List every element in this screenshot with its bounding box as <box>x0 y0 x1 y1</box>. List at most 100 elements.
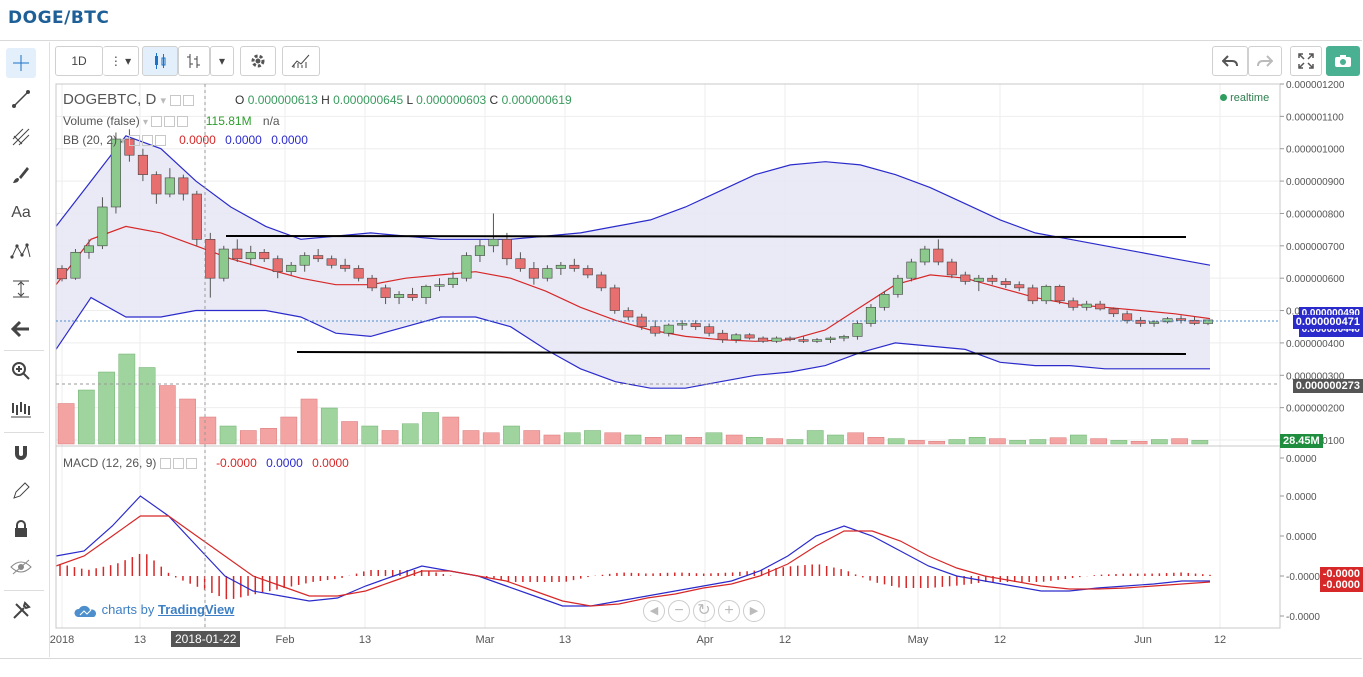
more-vert-icon[interactable]: ⋮ ▾ <box>103 46 139 76</box>
bb-legend: BB (20, 2) ▾ 0.0000 0.0000 0.0000 <box>63 133 308 147</box>
bb-lower-line <box>55 296 1210 389</box>
volume-badge: 28.45M <box>1280 434 1323 448</box>
eye-hide-icon[interactable] <box>6 552 36 582</box>
drawing-sidebar: Aa <box>0 42 50 657</box>
volume-bar <box>1009 440 1026 445</box>
bars-icon[interactable] <box>178 46 210 76</box>
brush-icon[interactable] <box>6 160 36 190</box>
last-price-badge: 0.000000471 <box>1292 315 1363 329</box>
price-tick-label: 0.000001200 <box>1286 80 1345 91</box>
candle-body <box>758 337 769 342</box>
candle-body <box>97 206 108 247</box>
indicators-icon[interactable] <box>282 46 320 76</box>
candle-body <box>137 154 148 175</box>
bb-value-2: 0.0000 <box>225 133 262 147</box>
zoom-icon[interactable] <box>6 356 36 386</box>
x-tick-label: 12 <box>779 634 791 646</box>
bars-zoom-icon[interactable] <box>6 394 36 424</box>
volume-bar <box>118 353 136 445</box>
settings-icon[interactable] <box>183 94 195 106</box>
interval-button[interactable]: 1D <box>55 46 103 76</box>
x-tick-label: Apr <box>696 634 713 646</box>
scroll-right-icon[interactable]: ▶ <box>743 600 765 622</box>
support-line[interactable] <box>296 351 1187 355</box>
candle-body <box>650 326 661 334</box>
symbol-label: DOGEBTC, D <box>63 91 157 108</box>
candle-body <box>569 264 580 269</box>
camera-icon[interactable] <box>1326 46 1360 76</box>
pencil-icon[interactable] <box>6 476 36 506</box>
volume-bar <box>665 434 682 445</box>
text-icon[interactable]: Aa <box>6 198 36 228</box>
candle-body <box>299 255 310 266</box>
candle-body <box>447 277 459 285</box>
undo-icon[interactable] <box>1212 46 1248 76</box>
trendline-icon[interactable] <box>6 84 36 114</box>
tools-icon[interactable] <box>6 596 36 626</box>
x-tick-label: Jun <box>1134 634 1152 646</box>
x-tick-label: 12 <box>994 634 1006 646</box>
resistance-line[interactable] <box>225 235 1187 238</box>
volume-bar <box>705 432 723 445</box>
candle-body <box>178 177 189 195</box>
volume-bar <box>766 438 784 445</box>
zoom-in-icon[interactable]: + <box>718 600 740 622</box>
candle-body <box>70 251 81 279</box>
pattern-icon[interactable] <box>6 236 36 266</box>
fullscreen-icon[interactable] <box>1290 46 1322 76</box>
candle-body <box>474 245 485 256</box>
zoom-out-icon[interactable]: − <box>668 600 690 622</box>
candle-body <box>1014 284 1025 289</box>
volume-bar <box>260 428 277 445</box>
volume-bar <box>1090 438 1107 445</box>
date-tooltip: 2018-01-22 <box>171 631 241 647</box>
volume-na: n/a <box>262 114 280 128</box>
candle-body <box>636 316 647 328</box>
volume-bar <box>482 432 500 445</box>
candles-icon[interactable] <box>142 46 178 76</box>
watermark-brand: TradingView <box>158 602 235 617</box>
candle-body <box>286 264 297 273</box>
eye-icon[interactable] <box>170 94 182 106</box>
reset-icon[interactable]: ↻ <box>693 600 715 622</box>
candle-body <box>771 337 782 342</box>
ohlc-legend: O 0.000000613 H 0.000000645 L 0.00000060… <box>235 93 572 107</box>
candle-body <box>367 277 378 289</box>
candle-body <box>1000 281 1011 285</box>
volume-bar <box>341 421 358 445</box>
macd-signal-badge: -0.0000 <box>1319 578 1363 592</box>
macd-value-3: 0.0000 <box>312 456 349 470</box>
volume-bar <box>1171 438 1188 445</box>
tradingview-watermark[interactable]: charts by TradingView <box>74 602 234 618</box>
volume-legend: Volume (false) ▾ 115.81M n/a <box>63 114 280 128</box>
candle-body <box>1149 321 1160 324</box>
candle-body <box>1135 319 1146 324</box>
volume-bar <box>968 437 986 445</box>
crosshair-icon[interactable] <box>6 48 36 78</box>
redo-icon[interactable] <box>1248 46 1282 76</box>
volume-bar <box>57 403 75 445</box>
gear-icon[interactable] <box>240 46 276 76</box>
volume-bar <box>361 425 379 445</box>
dropdown-caret-icon[interactable]: ▾ <box>210 46 234 76</box>
volume-bar <box>584 430 601 445</box>
lock-icon[interactable] <box>6 514 36 544</box>
volume-label: Volume (false) <box>63 114 140 128</box>
candle-body <box>232 248 243 260</box>
volume-bar <box>280 416 298 445</box>
candle-body <box>879 294 890 308</box>
cursor-price-badge: 0.000000273 <box>1292 379 1363 393</box>
volume-bar <box>422 412 439 445</box>
pitchfork-icon[interactable] <box>6 122 36 152</box>
magnet-icon[interactable] <box>6 438 36 468</box>
volume-bar <box>806 430 824 445</box>
page-title: DOGE/BTC <box>8 8 110 28</box>
volume-bar <box>644 437 662 445</box>
back-arrow-icon[interactable] <box>6 314 36 344</box>
zoom-controls: ◀ − ↻ + ▶ <box>643 600 765 622</box>
scroll-left-icon[interactable]: ◀ <box>643 600 665 622</box>
price-tick-label: 0.000001000 <box>1286 145 1345 156</box>
macd-label: MACD (12, 26, 9) <box>63 456 157 470</box>
measure-icon[interactable] <box>6 274 36 304</box>
